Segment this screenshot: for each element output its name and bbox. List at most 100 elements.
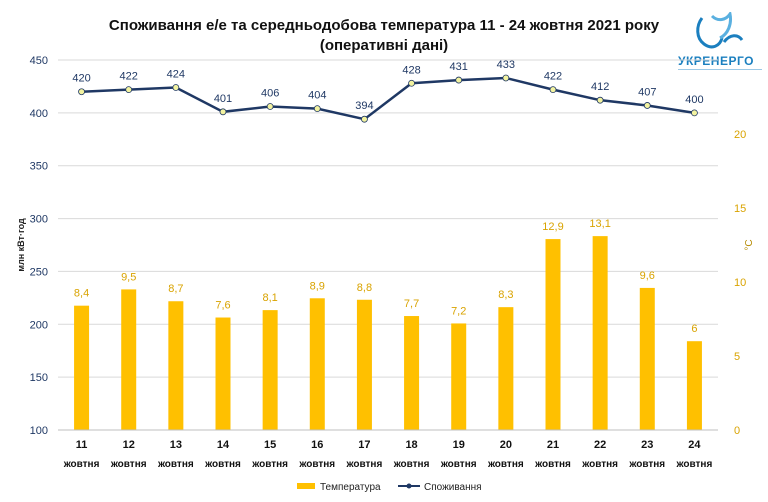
consumption-point [596, 96, 604, 104]
legend-marker-consumption [406, 483, 412, 489]
x-tick-label: 17 [358, 439, 370, 451]
consumption-point-label: 433 [497, 59, 515, 71]
x-tick-sublabel: жовтня [581, 459, 618, 470]
temperature-bar-label: 8,7 [168, 283, 183, 295]
y-left-tick-label: 300 [30, 214, 48, 226]
x-tick-label: 19 [453, 439, 465, 451]
ukrenergo-logo [696, 12, 744, 49]
x-tick-label: 11 [76, 439, 88, 451]
temperature-bar [309, 298, 325, 430]
consumption-point-label: 406 [261, 88, 279, 100]
temperature-bar-label: 7,2 [451, 305, 466, 317]
x-tick-label: 15 [264, 439, 276, 451]
temperature-bar [404, 316, 420, 430]
temperature-bar-label: 6 [691, 323, 697, 335]
consumption-point [313, 105, 321, 113]
temperature-bar-label: 13,1 [589, 218, 610, 230]
consumption-point [172, 84, 180, 91]
x-tick-label: 20 [500, 439, 512, 451]
legend-swatch-temperature [297, 483, 315, 489]
temperature-bar [686, 341, 702, 430]
temperature-bar [545, 239, 561, 430]
consumption-point [78, 88, 85, 96]
consumption-point [643, 102, 651, 109]
temperature-bar [498, 307, 514, 430]
x-tick-label: 18 [405, 439, 417, 451]
consumption-point-label: 401 [214, 93, 232, 105]
temperature-bar-label: 9,6 [640, 270, 655, 282]
temperature-bar-label: 7,7 [404, 298, 419, 310]
consumption-point-label: 412 [591, 81, 609, 93]
consumption-line [81, 76, 695, 121]
chart-title-line2: (оперативні дані) [319, 37, 449, 54]
x-tick-sublabel: жовтня [676, 459, 713, 470]
x-tick-sublabel: жовтня [628, 459, 665, 470]
chart-title-line1: Споживання е/е та середньодобова темпера… [108, 17, 660, 34]
legend: Температура Споживання [297, 482, 482, 493]
consumption-point [549, 86, 557, 93]
consumption-point [361, 115, 368, 123]
temperature-bar [356, 299, 372, 430]
y-right-tick-label: 20 [734, 129, 746, 141]
x-tick-sublabel: жовтня [393, 459, 430, 470]
consumption-point-label: 404 [308, 90, 326, 102]
x-tick-sublabel: жовтня [440, 459, 477, 470]
y-left-tick-label: 150 [30, 372, 48, 384]
temperature-bar [639, 287, 655, 430]
temperature-bar-label: 8,4 [74, 288, 89, 300]
consumption-point [502, 74, 510, 82]
consumption-point-label: 424 [167, 68, 185, 80]
consumption-point [455, 76, 463, 84]
y-left-tick-label: 200 [30, 319, 48, 331]
temperature-bar [215, 317, 231, 430]
y-left-tick-label: 400 [30, 108, 48, 120]
consumption-point [125, 86, 133, 93]
x-tick-sublabel: жовтня [346, 459, 383, 470]
temperature-bar [74, 305, 90, 430]
x-tick-label: 21 [547, 439, 559, 451]
consumption-point-label: 400 [685, 94, 703, 106]
temperature-bar [262, 310, 278, 430]
temperature-bar [168, 301, 184, 430]
x-tick-sublabel: жовтня [487, 459, 524, 470]
x-tick-label: 22 [594, 439, 606, 451]
consumption-point-label: 407 [638, 86, 656, 98]
x-tick-label: 16 [311, 439, 323, 451]
temperature-bar-label: 9,5 [121, 271, 136, 283]
temperature-bar-label: 7,6 [215, 300, 230, 312]
chart-title: Споживання е/е та середньодобова темпера… [0, 16, 768, 56]
x-tick-label: 23 [641, 439, 653, 451]
line-series: 420 422 424 401 406 404 394 428 431 433 422 412 407 4… [72, 59, 704, 123]
logo-subline [678, 69, 762, 70]
y-right-axis-label: °С [744, 239, 755, 250]
consumption-point-label: 422 [120, 71, 138, 83]
x-tick-sublabel: жовтня [63, 459, 100, 470]
temperature-bar-label: 8,1 [262, 292, 277, 304]
y-right-tick-label: 0 [734, 425, 740, 437]
x-tick-sublabel: жовтня [534, 459, 571, 470]
x-tick-sublabel: жовтня [251, 459, 288, 470]
temperature-bar-label: 8,3 [498, 289, 513, 301]
bar-series: 8,4 9,5 8,7 7,6 8,1 8,9 8,8 7,7 7,2 8,3 12,9 13,1 9,… [74, 218, 702, 430]
temperature-bar-label: 8,9 [310, 280, 325, 292]
temperature-bar-label: 12,9 [542, 221, 563, 233]
x-tick-sublabel: жовтня [298, 459, 335, 470]
grid [58, 59, 718, 431]
axes: 100 150 200 250 300 350 400 450 0 5 10 15 20 млн кВт·… [16, 55, 755, 470]
y-right-tick-label: 10 [734, 277, 746, 289]
temperature-bar [121, 289, 137, 430]
x-tick-label: 14 [217, 439, 230, 451]
y-left-axis-label: млн кВт·год [16, 218, 26, 272]
consumption-point-label: 431 [450, 61, 468, 73]
consumption-point [408, 79, 415, 87]
consumption-point [219, 108, 227, 116]
temperature-bar [451, 323, 467, 430]
temperature-bar-label: 8,8 [357, 282, 372, 294]
y-right-tick-label: 15 [734, 203, 746, 215]
y-left-tick-label: 250 [30, 266, 48, 278]
x-tick-label: 12 [123, 439, 135, 451]
y-left-tick-label: 450 [30, 55, 48, 67]
x-tick-label: 13 [170, 439, 182, 451]
